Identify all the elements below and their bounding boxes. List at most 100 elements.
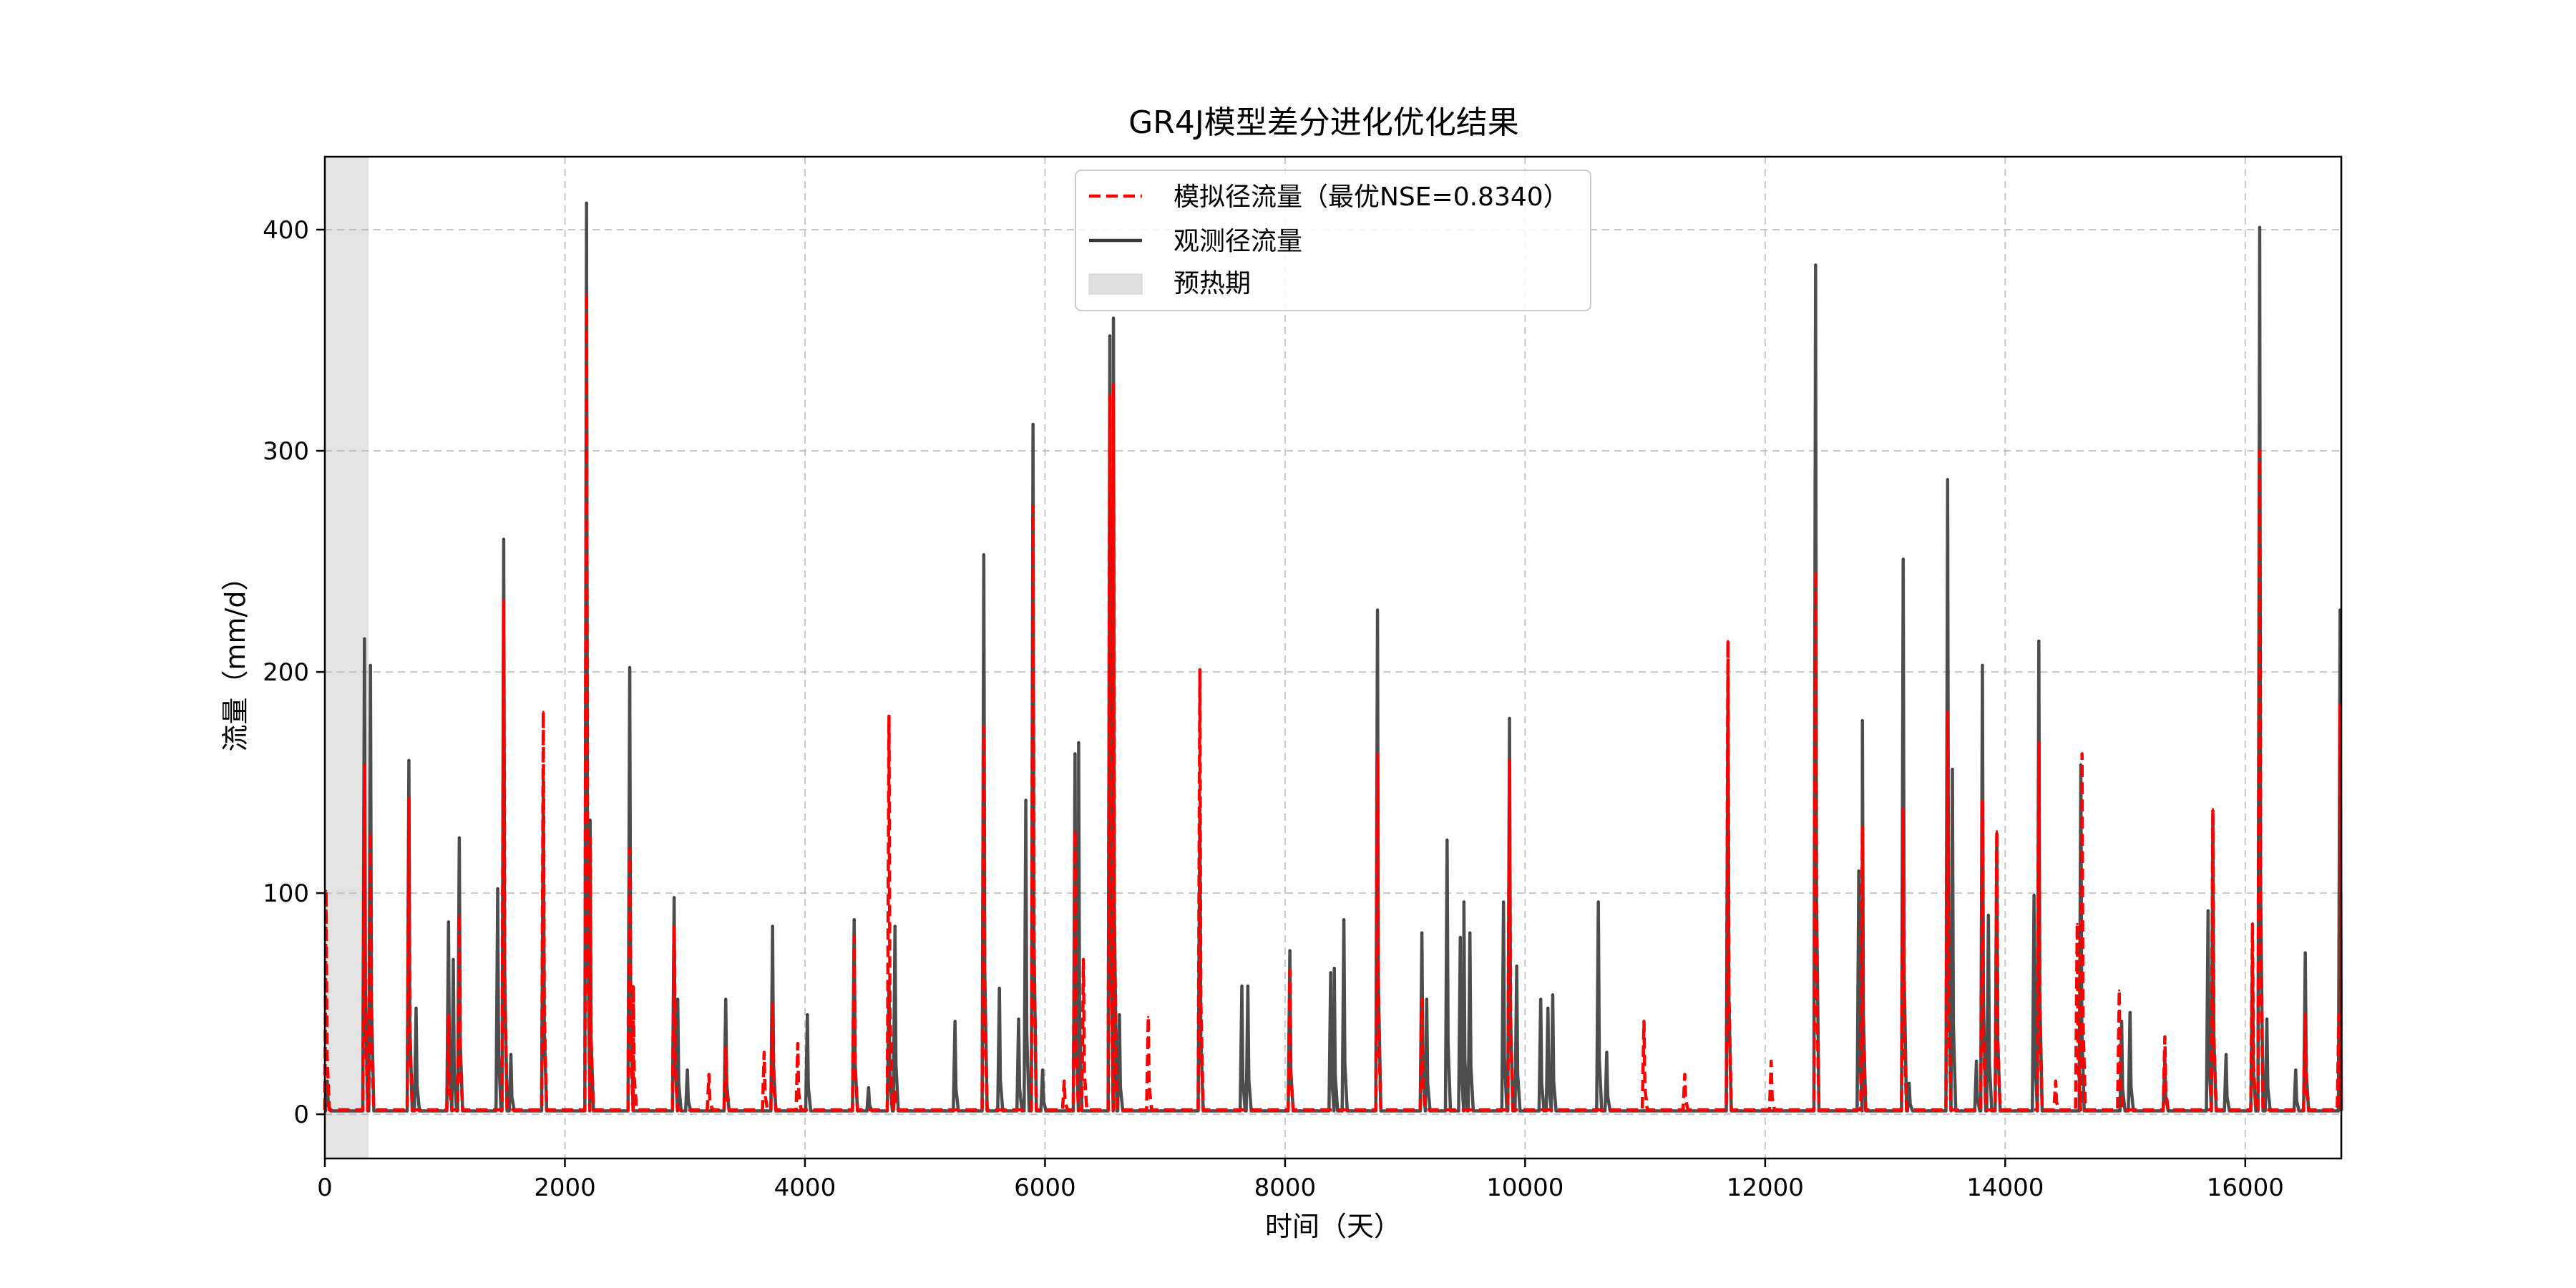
observed-peak-point	[2207, 909, 2210, 912]
x-tick-label: 12000	[1727, 1174, 1804, 1202]
simulated-peak-point	[1073, 830, 1076, 833]
simulated-peak-point	[542, 711, 545, 713]
observed-peak-point	[1551, 993, 1554, 996]
simulated-peak-point	[632, 985, 635, 987]
simulated-peak-point	[1420, 997, 1423, 1000]
simulated-peak-point	[2251, 922, 2254, 925]
observed-peak-point	[2129, 1011, 2132, 1014]
simulated-peak-point	[2304, 1013, 2307, 1016]
observed-peak-point	[2225, 1053, 2228, 1056]
simulated-peak-point	[407, 796, 410, 799]
observed-peak-point	[1546, 1007, 1549, 1010]
observed-peak-point	[1902, 557, 1905, 560]
observed-peak-point	[724, 997, 727, 1000]
observed-peak-point	[1463, 901, 1465, 904]
x-tick-label: 0	[317, 1174, 333, 1202]
observed-peak-point	[2265, 1018, 2268, 1020]
simulated-peak-point	[628, 847, 631, 850]
observed-peak-point	[806, 1013, 809, 1016]
observed-peak-point	[414, 1007, 417, 1010]
observed-peak-point	[1077, 741, 1080, 744]
simulated-peak-point	[1861, 825, 1864, 828]
simulated-peak-point	[2212, 808, 2215, 811]
observed-peak-point	[1445, 839, 1448, 841]
x-axis-label: 时间（天）	[1265, 1211, 1401, 1242]
simulated-peak-point	[1946, 711, 1949, 713]
simulated-peak-point	[2076, 922, 2079, 925]
simulated-peak-point	[1508, 759, 1511, 762]
x-tick-label: 16000	[2207, 1174, 2284, 1202]
observed-peak-point	[2304, 952, 2307, 955]
observed-peak-point	[998, 987, 1001, 990]
observed-peak-point	[1018, 1018, 1020, 1020]
simulated-peak-point	[1063, 1080, 1065, 1083]
observed-peak-point	[1073, 752, 1076, 755]
simulated-peak-point	[887, 715, 890, 718]
simulated-series-line	[323, 292, 2343, 1112]
simulated-peak-point	[771, 1002, 774, 1005]
observed-peak-point	[1041, 1068, 1044, 1071]
observed-peak-point	[363, 638, 366, 640]
observed-peak-point	[1861, 719, 1864, 722]
observed-peak-point	[1951, 768, 1954, 771]
simulated-peak-point	[1376, 752, 1379, 755]
observed-peak-point	[585, 202, 588, 205]
observed-peak-point	[853, 918, 856, 921]
simulated-peak-point	[1770, 1060, 1772, 1063]
simulated-peak-point	[1147, 1015, 1150, 1018]
observed-peak-point	[509, 1053, 512, 1056]
y-tick-label: 300	[263, 437, 309, 466]
simulated-peak-point	[673, 924, 675, 927]
observed-peak-point	[2258, 226, 2261, 229]
observed-peak-point	[1814, 263, 1817, 266]
observed-peak-point	[502, 538, 505, 541]
observed-peak-point	[673, 896, 675, 899]
observed-peak-point	[1032, 423, 1035, 426]
simulated-peak-point	[763, 1051, 766, 1054]
simulated-peak-point	[502, 600, 505, 602]
observed-peak-point	[1246, 985, 1249, 987]
observed-peak-point	[982, 553, 985, 556]
simulated-peak-point	[1112, 383, 1115, 386]
x-tick-label: 10000	[1486, 1174, 1563, 1202]
observed-peak-point	[1425, 997, 1428, 1000]
simulated-peak-point	[982, 726, 985, 728]
legend-warmup-label: 预热期	[1174, 269, 1251, 298]
simulated-peak-point	[2258, 449, 2261, 452]
observed-peak-point	[1289, 949, 1292, 952]
simulated-peak-point	[853, 936, 856, 939]
y-tick-label: 400	[263, 216, 309, 245]
observed-peak-point	[407, 759, 410, 762]
x-tick-label: 14000	[1966, 1174, 2044, 1202]
simulated-peak-point	[2081, 752, 2084, 755]
y-tick-label: 100	[263, 879, 309, 908]
observed-peak-point	[771, 924, 774, 927]
simulated-peak-point	[1981, 799, 1984, 801]
observed-peak-point	[1330, 971, 1332, 974]
simulated-peak-point	[585, 293, 588, 296]
simulated-peak-point	[1032, 504, 1035, 507]
observed-peak-point	[954, 1020, 957, 1023]
x-tick-label: 6000	[1014, 1174, 1076, 1202]
observed-peak-point	[2037, 640, 2040, 643]
simulated-peak-point	[1683, 1073, 1686, 1076]
simulated-peak-point	[1902, 808, 1905, 811]
observed-peak-point	[447, 920, 450, 923]
observed-peak-point	[452, 958, 454, 961]
observed-peak-point	[1516, 965, 1518, 967]
observed-peak-point	[1108, 334, 1111, 337]
observed-peak-point	[1987, 914, 1990, 917]
observed-peak-point	[1241, 985, 1244, 987]
observed-peak-point	[1118, 1013, 1121, 1016]
legend: 模拟径流量（最优NSE=0.8340） 观测径流量 预热期	[1075, 170, 1591, 311]
legend-simulated-label: 模拟径流量（最优NSE=0.8340）	[1174, 182, 1569, 212]
chart-title: GR4J模型差分进化优化结果	[1128, 104, 1519, 141]
observed-peak-point	[1459, 936, 1462, 939]
simulated-peak-point	[589, 836, 592, 839]
y-axis-label: 流量（mm/d）	[220, 564, 251, 752]
simulated-peak-point	[2338, 1013, 2341, 1016]
observed-peak-point	[1468, 932, 1471, 935]
simulated-peak-point	[363, 763, 366, 766]
observed-peak-point	[1908, 1082, 1911, 1085]
